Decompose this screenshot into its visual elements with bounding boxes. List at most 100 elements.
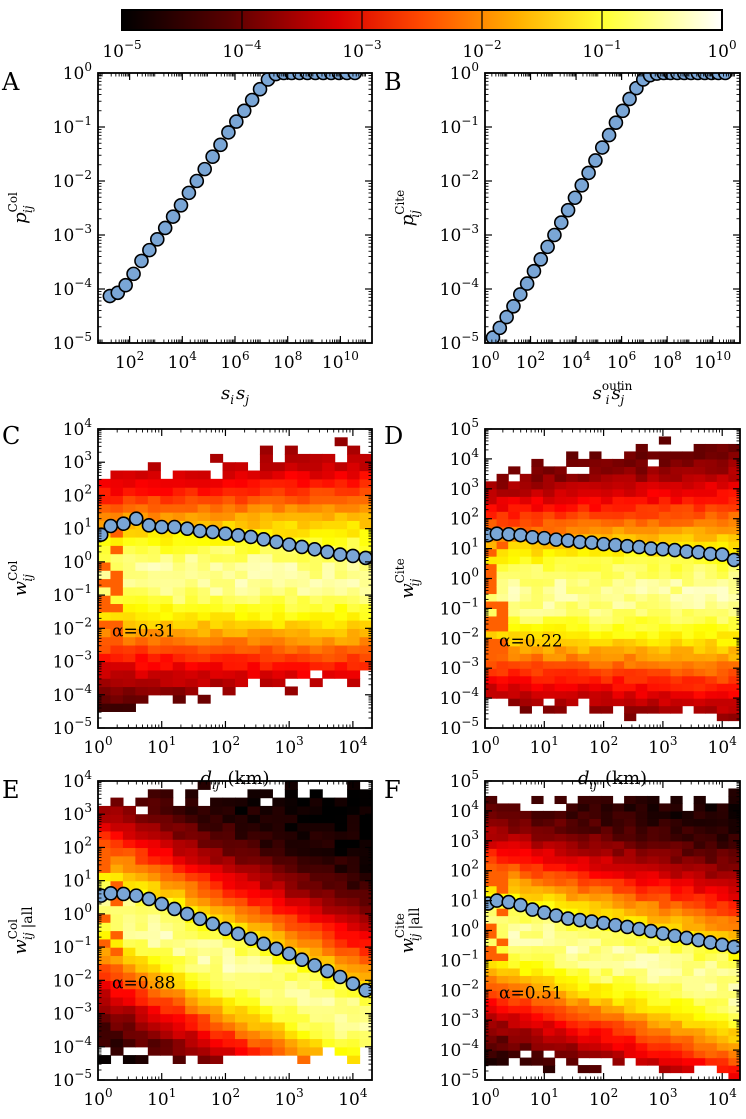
- heat-cell: [647, 810, 660, 819]
- heat-cell: [284, 487, 298, 497]
- heat-cell: [98, 847, 112, 857]
- heat-cell: [508, 466, 521, 475]
- data-point: [116, 886, 131, 902]
- heat-cell: [160, 669, 174, 679]
- heat-cell: [508, 952, 521, 961]
- heat-cell: [359, 453, 372, 463]
- heat-cell: [347, 930, 361, 940]
- heat-cell: [682, 578, 695, 587]
- heat-cell: [542, 578, 556, 587]
- heat-cell: [612, 997, 625, 1006]
- heat-cell: [612, 967, 625, 976]
- heat-cell: [272, 963, 286, 973]
- heat-cell: [566, 967, 579, 976]
- heat-cell: [210, 570, 224, 580]
- heat-cell: [554, 990, 567, 999]
- heat-cell: [147, 653, 161, 663]
- heat-cell: [542, 630, 556, 639]
- heat-cell: [554, 848, 567, 857]
- heat-cell: [728, 683, 740, 692]
- heat-cell: [322, 864, 336, 873]
- heat-cell: [670, 496, 683, 505]
- heat-cell: [508, 915, 521, 924]
- heat-cell: [147, 1021, 161, 1031]
- heat-cell: [322, 453, 336, 463]
- heat-cell: [658, 503, 672, 512]
- heat-cell: [135, 595, 149, 605]
- heat-cell: [172, 578, 186, 588]
- heat-cell: [519, 982, 532, 991]
- heat-cell: [635, 556, 648, 565]
- heat-cell: [705, 952, 718, 961]
- heat-cell: [496, 908, 509, 917]
- heat-cell: [519, 818, 532, 827]
- heat-cell: [716, 451, 730, 460]
- heat-cell: [147, 864, 161, 873]
- heat-cell: [589, 1035, 602, 1044]
- heat-cell: [334, 897, 348, 907]
- heat-cell: [682, 660, 695, 669]
- heat-cell: [147, 905, 161, 915]
- heat-cell: [531, 526, 544, 535]
- heat-cell: [197, 603, 211, 613]
- heat-cell: [647, 653, 660, 662]
- heat-cell: [222, 988, 236, 998]
- heat-cell: [600, 683, 614, 692]
- heat-cell: [334, 980, 348, 990]
- heat-cell: [259, 561, 273, 571]
- heat-cell: [284, 661, 298, 671]
- heat-cell: [185, 686, 199, 696]
- heat-cell: [485, 1012, 498, 1021]
- heat-cell: [670, 967, 683, 976]
- heat-cell: [531, 593, 544, 602]
- heat-cell: [160, 561, 174, 571]
- heat-cell: [135, 980, 149, 990]
- heat-cell: [658, 855, 672, 864]
- heat-cell: [98, 661, 112, 671]
- heat-cell: [147, 620, 161, 629]
- heat-cell: [334, 528, 348, 538]
- heat-cell: [247, 520, 261, 530]
- colorbar: 10−5 10−4 10−3 10−2 10−1 100: [102, 9, 737, 62]
- heat-cell: [98, 703, 112, 712]
- heat-cell: [542, 668, 556, 677]
- heat-cell: [110, 913, 124, 923]
- heat-cell: [577, 585, 590, 595]
- heat-cell: [297, 644, 311, 654]
- heat-cell: [705, 473, 718, 482]
- heat-cell: [210, 955, 224, 965]
- data-point: [213, 137, 228, 153]
- heat-cell: [259, 620, 273, 629]
- heat-cell: [185, 814, 199, 824]
- heat-cell: [334, 847, 348, 857]
- heat-cell: [347, 561, 361, 571]
- heat-cell: [160, 814, 174, 824]
- heat-cell: [577, 481, 590, 490]
- heat-cell: [577, 863, 590, 872]
- heat-cell: [235, 503, 249, 513]
- y-tick-label: 101: [450, 888, 479, 912]
- heat-cell: [693, 967, 706, 976]
- heat-cell: [519, 915, 532, 924]
- heat-cell: [147, 789, 161, 799]
- heat-cell: [635, 518, 648, 527]
- heat-cell: [110, 1005, 124, 1015]
- heat-cell: [670, 563, 683, 572]
- heat-cell: [259, 1046, 273, 1056]
- heat-cell: [272, 996, 286, 1006]
- heat-cell: [259, 880, 273, 890]
- heat-cell: [693, 923, 706, 932]
- heat-cell: [135, 839, 149, 849]
- data-point: [622, 91, 637, 107]
- heat-cell: [98, 669, 112, 679]
- x-tick-label: 101: [147, 1086, 176, 1110]
- heat-cell: [635, 608, 648, 617]
- heat-cell: [658, 1057, 672, 1066]
- heat-cell: [496, 683, 509, 692]
- data-point: [631, 539, 647, 555]
- heat-cell: [716, 908, 730, 917]
- heat-cell: [554, 982, 567, 991]
- heat-cell: [647, 1012, 660, 1021]
- heat-cell: [566, 698, 579, 707]
- heat-cell: [612, 1057, 625, 1066]
